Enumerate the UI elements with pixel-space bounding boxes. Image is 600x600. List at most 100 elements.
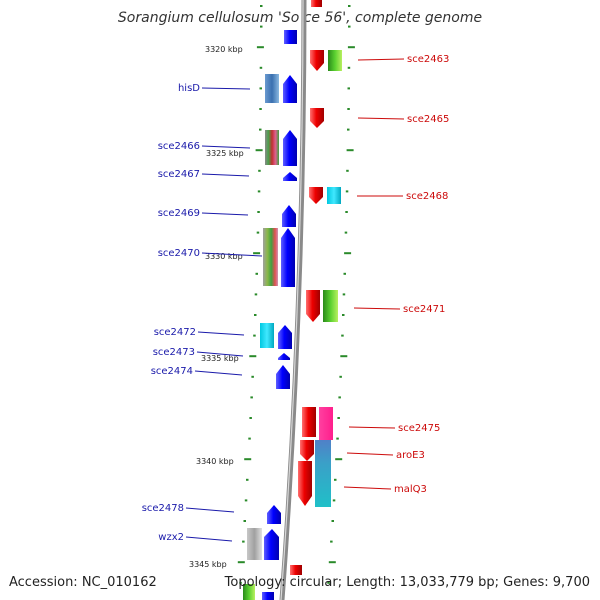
gene-reverse-top[interactable] bbox=[311, 0, 322, 7]
genome-title: Sorangium cellulosum 'So ce 56', complet… bbox=[117, 10, 483, 26]
outer-tick-marks bbox=[327, 5, 355, 584]
label-sce2470[interactable]: sce2470 bbox=[158, 248, 200, 259]
minor-tick bbox=[259, 108, 262, 110]
label-sce2467[interactable]: sce2467 bbox=[158, 169, 200, 180]
gene-wzx2-gray[interactable] bbox=[247, 528, 262, 560]
gene-malQ3[interactable] bbox=[298, 461, 312, 506]
scale-label-3330: 3330 kbp bbox=[205, 252, 243, 261]
scale-label-3325: 3325 kbp bbox=[206, 149, 244, 158]
right-leader-lines bbox=[343, 58, 405, 490]
minor-tick bbox=[244, 499, 248, 502]
gene-hisD-steel[interactable] bbox=[265, 74, 279, 103]
minor-tick bbox=[242, 540, 245, 543]
label-aroE3[interactable]: aroE3 bbox=[396, 450, 425, 461]
label-sce2469[interactable]: sce2469 bbox=[158, 208, 200, 219]
minor-tick bbox=[334, 478, 337, 481]
minor-tick bbox=[336, 437, 339, 440]
genome-summary-text: Topology: circular; Length: 13,033,779 b… bbox=[224, 575, 590, 590]
gene-sce2466[interactable] bbox=[283, 130, 297, 166]
minor-tick bbox=[347, 87, 350, 90]
gene-sce2463-green[interactable] bbox=[328, 50, 342, 71]
label-sce2463[interactable]: sce2463 bbox=[407, 54, 449, 65]
gene-wzx2[interactable] bbox=[264, 529, 279, 560]
minor-tick bbox=[254, 293, 258, 296]
minor-tick bbox=[347, 108, 350, 110]
major-tick bbox=[249, 355, 257, 358]
minor-tick bbox=[327, 581, 330, 584]
label-wzx2[interactable]: wzx2 bbox=[158, 532, 184, 543]
gene-hisD[interactable] bbox=[283, 75, 297, 103]
label-sce2466[interactable]: sce2466 bbox=[158, 141, 200, 152]
label-sce2468[interactable]: sce2468 bbox=[406, 191, 448, 202]
reverse-strand-genes[interactable] bbox=[290, 0, 342, 575]
minor-tick bbox=[239, 581, 242, 584]
gene-forward-top[interactable] bbox=[284, 30, 297, 44]
minor-tick bbox=[348, 5, 351, 7]
gene-reverse-bottom[interactable] bbox=[290, 565, 302, 575]
gene-sce2478[interactable] bbox=[267, 505, 281, 524]
gene-sce2471[interactable] bbox=[306, 290, 320, 322]
gene-sce2465[interactable] bbox=[310, 108, 324, 128]
major-tick bbox=[328, 561, 336, 564]
scale-label-3340: 3340 kbp bbox=[196, 457, 234, 466]
label-sce2474[interactable]: sce2474 bbox=[151, 366, 193, 377]
minor-tick bbox=[330, 540, 333, 543]
gene-sce2468[interactable] bbox=[309, 187, 323, 204]
gene-sce2469[interactable] bbox=[282, 205, 296, 227]
gene-sce2470-multi[interactable] bbox=[263, 228, 278, 286]
major-tick bbox=[346, 149, 354, 152]
label-sce2465[interactable]: sce2465 bbox=[407, 114, 449, 125]
minor-tick bbox=[246, 478, 249, 481]
scale-label-3320: 3320 kbp bbox=[205, 45, 243, 54]
minor-tick bbox=[256, 231, 260, 234]
gene-forward-bottom-green[interactable] bbox=[243, 584, 255, 600]
minor-tick bbox=[259, 87, 262, 90]
gene-sce2475[interactable] bbox=[302, 407, 316, 437]
minor-tick bbox=[343, 272, 346, 275]
minor-tick bbox=[344, 231, 348, 234]
minor-tick bbox=[259, 66, 263, 69]
minor-tick bbox=[251, 375, 254, 378]
minor-tick bbox=[260, 5, 263, 7]
gene-aroE3[interactable] bbox=[300, 440, 314, 461]
minor-tick bbox=[248, 437, 251, 440]
gene-sce2475-pink[interactable] bbox=[319, 407, 333, 440]
minor-tick bbox=[346, 169, 349, 172]
genome-backbone bbox=[279, 0, 307, 600]
gene-sce2471-green[interactable] bbox=[323, 290, 338, 322]
forward-strand-genes[interactable] bbox=[243, 30, 297, 600]
minor-tick bbox=[347, 128, 350, 131]
label-sce2471[interactable]: sce2471 bbox=[403, 304, 445, 315]
minor-tick bbox=[254, 314, 257, 316]
minor-tick bbox=[331, 520, 334, 522]
inner-tick-marks bbox=[237, 5, 264, 584]
left-leader-lines bbox=[185, 87, 263, 542]
major-tick bbox=[253, 252, 261, 255]
gene-sce2474[interactable] bbox=[276, 365, 290, 389]
gene-forward-bottom[interactable] bbox=[262, 592, 274, 600]
label-sce2478[interactable]: sce2478 bbox=[142, 503, 184, 514]
label-sce2475[interactable]: sce2475 bbox=[398, 423, 440, 434]
gene-sce2473[interactable] bbox=[278, 353, 290, 360]
scale-label-3335: 3335 kbp bbox=[201, 354, 239, 363]
gene-sce2472[interactable] bbox=[278, 325, 292, 349]
label-sce2472[interactable]: sce2472 bbox=[154, 327, 196, 338]
minor-tick bbox=[348, 25, 351, 28]
major-tick bbox=[255, 149, 263, 152]
gene-sce2467[interactable] bbox=[283, 172, 297, 181]
major-tick bbox=[244, 458, 252, 461]
accession-text: Accession: NC_010162 bbox=[9, 575, 157, 590]
label-sce2473[interactable]: sce2473 bbox=[153, 347, 195, 358]
gene-sce2463[interactable] bbox=[310, 50, 324, 71]
gene-sce2468-cyan[interactable] bbox=[327, 187, 341, 204]
minor-tick bbox=[332, 499, 336, 502]
label-malQ3[interactable]: malQ3 bbox=[394, 484, 427, 495]
major-tick bbox=[344, 252, 352, 255]
gene-sce2470[interactable] bbox=[281, 228, 295, 287]
minor-tick bbox=[253, 334, 256, 337]
gene-sce2472-cyan[interactable] bbox=[260, 323, 274, 348]
gene-sce2466-multi[interactable] bbox=[265, 130, 279, 165]
label-hisD[interactable]: hisD bbox=[178, 83, 200, 94]
gene-malQ3-cyan[interactable] bbox=[315, 440, 331, 507]
